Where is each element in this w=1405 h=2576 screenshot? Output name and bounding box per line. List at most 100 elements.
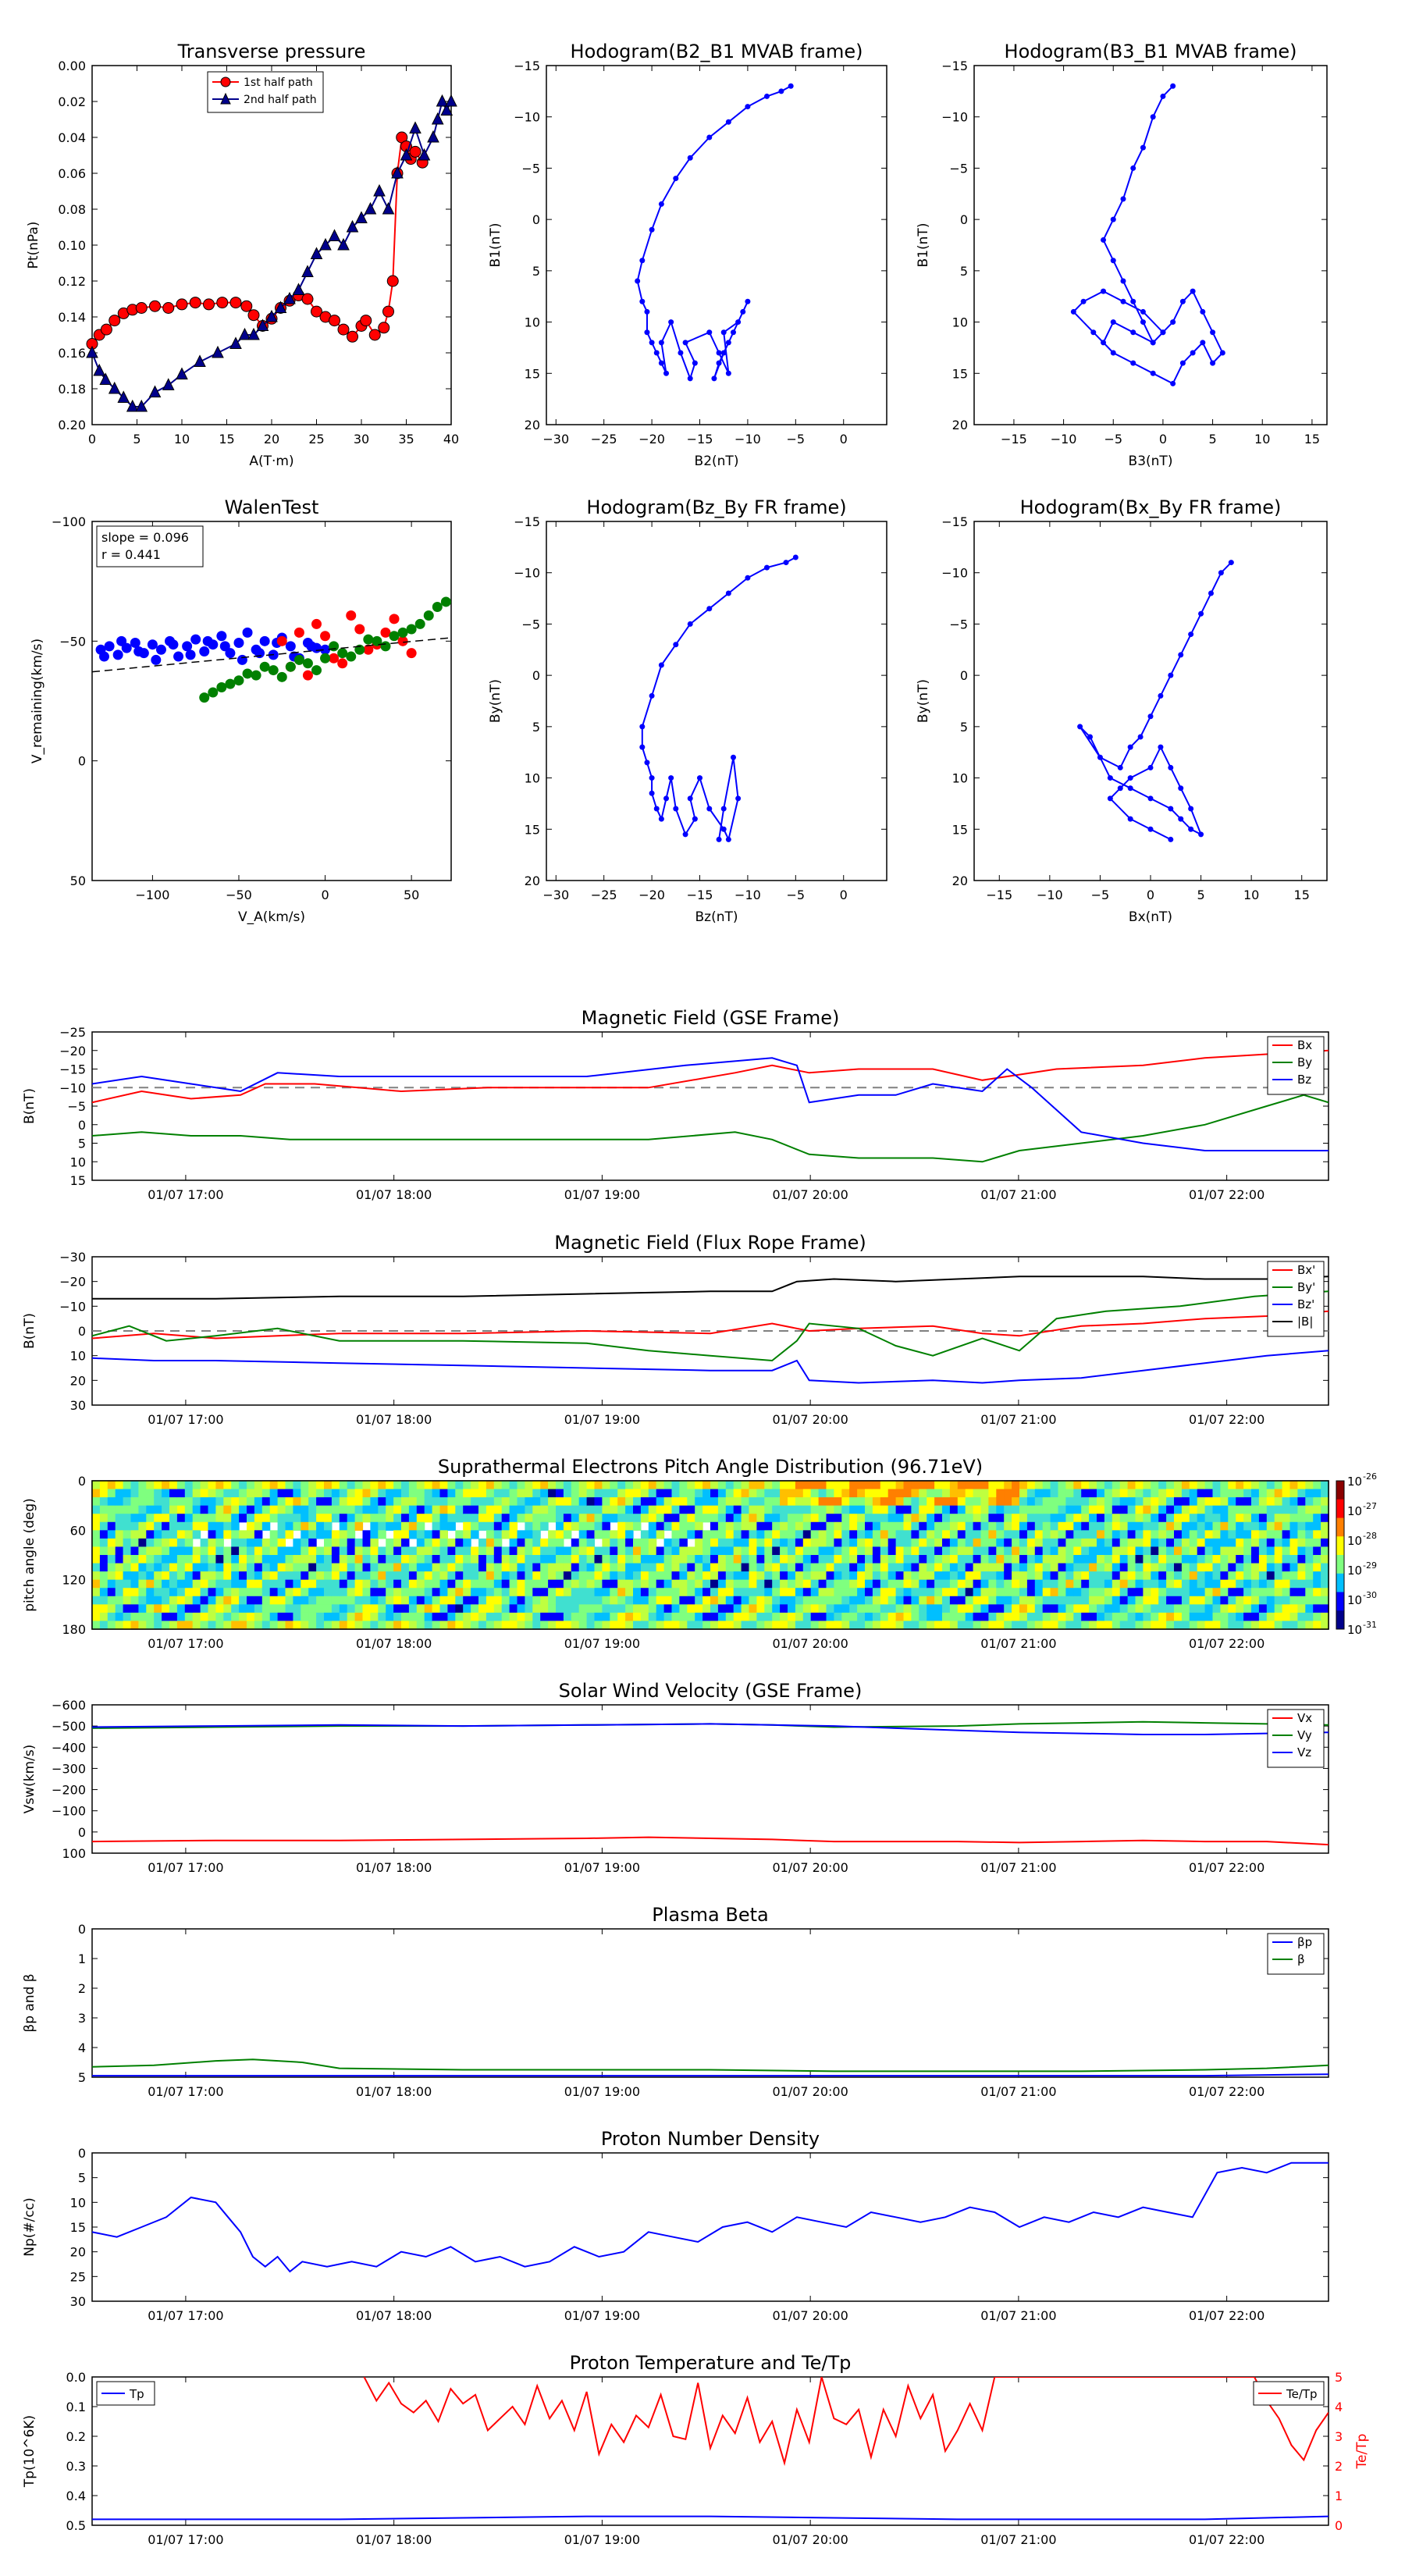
heatmap-cell xyxy=(509,1571,518,1581)
heatmap-cell xyxy=(633,1588,642,1597)
heatmap-cell xyxy=(308,1497,317,1507)
heatmap-cell xyxy=(795,1621,804,1630)
heatmap-cell xyxy=(1189,1505,1198,1514)
heatmap-cell xyxy=(393,1489,402,1498)
y-tick-label: −10 xyxy=(59,1299,86,1314)
chart-title: Solar Wind Velocity (GSE Frame) xyxy=(559,1680,863,1702)
heatmap-cell xyxy=(780,1514,788,1523)
hodogram-point xyxy=(658,340,664,346)
heatmap-cell xyxy=(416,1588,425,1597)
heatmap-cell xyxy=(1097,1530,1105,1539)
heatmap-cell xyxy=(239,1530,247,1539)
heatmap-cell xyxy=(571,1588,580,1597)
heatmap-cell xyxy=(331,1612,340,1622)
heatmap-cell xyxy=(1012,1571,1020,1581)
y-tick-label: −400 xyxy=(52,1740,86,1755)
heatmap-cell xyxy=(1321,1563,1329,1572)
colorbar-segment xyxy=(1336,1481,1344,1500)
heatmap-cell xyxy=(810,1546,820,1556)
heatmap-cell xyxy=(1151,1571,1159,1581)
heatmap-cell xyxy=(447,1514,456,1523)
heatmap-cell xyxy=(424,1579,433,1589)
heatmap-cell xyxy=(424,1514,433,1523)
heatmap-cell xyxy=(556,1497,564,1507)
x-tick-label: −10 xyxy=(735,432,761,447)
heatmap-cell xyxy=(1204,1505,1214,1514)
heatmap-cell xyxy=(354,1555,364,1564)
heatmap-cell xyxy=(841,1546,850,1556)
heatmap-cell xyxy=(269,1555,279,1564)
heatmap-cell xyxy=(362,1505,371,1514)
heatmap-cell xyxy=(471,1555,479,1564)
heatmap-cell xyxy=(1243,1604,1252,1614)
heatmap-cell xyxy=(1212,1588,1221,1597)
heatmap-cell xyxy=(1166,1604,1175,1614)
heatmap-cell xyxy=(239,1497,247,1507)
heatmap-cell xyxy=(788,1571,796,1581)
heatmap-cell xyxy=(949,1497,959,1507)
colorbar-tick-exponent: -30 xyxy=(1363,1590,1377,1600)
heatmap-cell xyxy=(463,1612,471,1622)
heatmap-cell xyxy=(1313,1481,1321,1490)
heatmap-cell xyxy=(517,1563,525,1572)
heatmap-cell xyxy=(671,1555,680,1564)
heatmap-cell xyxy=(887,1612,897,1622)
x-tick-label: 01/07 20:00 xyxy=(772,1636,848,1651)
heatmap-cell xyxy=(1081,1538,1090,1548)
x-tick-label: 01/07 20:00 xyxy=(772,2532,848,2547)
data-point xyxy=(436,94,449,107)
data-point xyxy=(337,323,350,336)
heatmap-cell xyxy=(1305,1604,1314,1614)
heatmap-cell xyxy=(269,1489,279,1498)
heatmap-cell xyxy=(1212,1621,1221,1630)
heatmap-cell xyxy=(1181,1514,1190,1523)
heatmap-cell xyxy=(795,1538,804,1548)
heatmap-cell xyxy=(749,1612,757,1622)
heatmap-cell xyxy=(1212,1481,1221,1490)
heatmap-cell xyxy=(826,1612,834,1622)
heatmap-cell xyxy=(1313,1621,1321,1630)
heatmap-cell xyxy=(1081,1521,1090,1531)
colorbar-tick-label: 10 xyxy=(1347,1534,1362,1548)
heatmap-cell xyxy=(1321,1521,1329,1531)
heatmap-cell xyxy=(663,1604,673,1614)
heatmap-cell xyxy=(663,1563,673,1572)
heatmap-cell xyxy=(1305,1571,1314,1581)
heatmap-cell xyxy=(247,1579,255,1589)
heatmap-cell xyxy=(733,1505,742,1514)
y-axis-label: Np(#/cc) xyxy=(22,2197,37,2256)
heatmap-cell xyxy=(1313,1505,1321,1514)
heatmap-cell xyxy=(1034,1481,1044,1490)
heatmap-cell xyxy=(1119,1497,1129,1507)
heatmap-cell xyxy=(1204,1538,1214,1548)
heatmap-cell xyxy=(1289,1489,1298,1498)
heatmap-cell xyxy=(656,1514,665,1523)
heatmap-cell xyxy=(594,1596,603,1605)
chart-title: Plasma Beta xyxy=(652,1904,768,1926)
hodogram-point xyxy=(1160,93,1166,99)
data-point xyxy=(148,385,162,398)
heatmap-cell xyxy=(1282,1530,1291,1539)
heatmap-cell xyxy=(810,1555,820,1564)
heatmap-cell xyxy=(324,1497,333,1507)
heatmap-cell xyxy=(996,1521,1005,1531)
hodogram-point xyxy=(725,340,731,346)
heatmap-cell xyxy=(949,1505,959,1514)
data-point xyxy=(354,624,365,635)
data-point xyxy=(320,653,331,664)
heatmap-cell xyxy=(957,1538,966,1548)
heatmap-cell xyxy=(378,1489,386,1498)
hodogram-point xyxy=(692,360,698,366)
heatmap-cell xyxy=(1313,1604,1321,1614)
heatmap-cell xyxy=(1081,1621,1090,1630)
heatmap-cell xyxy=(386,1571,394,1581)
y-tick-label: −15 xyxy=(59,1062,86,1077)
heatmap-cell xyxy=(239,1505,247,1514)
heatmap-cell xyxy=(949,1481,959,1490)
heatmap-cell xyxy=(393,1521,402,1531)
heatmap-cell xyxy=(695,1530,703,1539)
heatmap-cell xyxy=(1073,1563,1082,1572)
heatmap-cell xyxy=(324,1621,333,1630)
y-axis-label: Pt(nPa) xyxy=(26,222,41,269)
